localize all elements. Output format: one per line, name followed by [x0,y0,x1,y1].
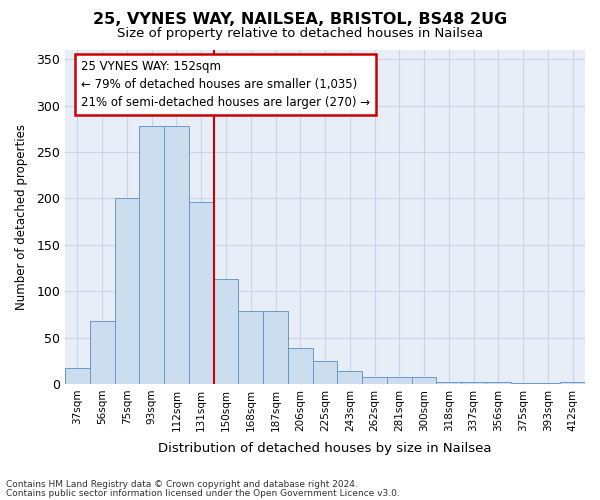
Text: Contains HM Land Registry data © Crown copyright and database right 2024.: Contains HM Land Registry data © Crown c… [6,480,358,489]
Bar [115,198,139,384]
Bar [65,368,90,384]
Bar [535,383,560,384]
Bar [288,348,313,384]
Bar [486,382,511,384]
Bar [511,383,535,384]
Bar [560,382,585,384]
Bar [436,382,461,384]
Bar [139,126,164,384]
Bar [189,202,214,384]
Bar [313,360,337,384]
Text: 25, VYNES WAY, NAILSEA, BRISTOL, BS48 2UG: 25, VYNES WAY, NAILSEA, BRISTOL, BS48 2U… [93,12,507,28]
Bar [164,126,189,384]
Bar [461,382,486,384]
Bar [238,310,263,384]
Text: Size of property relative to detached houses in Nailsea: Size of property relative to detached ho… [117,28,483,40]
Text: Contains public sector information licensed under the Open Government Licence v3: Contains public sector information licen… [6,489,400,498]
Bar [214,279,238,384]
Bar [90,321,115,384]
X-axis label: Distribution of detached houses by size in Nailsea: Distribution of detached houses by size … [158,442,492,455]
Text: 25 VYNES WAY: 152sqm
← 79% of detached houses are smaller (1,035)
21% of semi-de: 25 VYNES WAY: 152sqm ← 79% of detached h… [80,60,370,109]
Bar [387,378,412,384]
Bar [362,378,387,384]
Bar [263,310,288,384]
Y-axis label: Number of detached properties: Number of detached properties [15,124,28,310]
Bar [337,371,362,384]
Bar [412,378,436,384]
